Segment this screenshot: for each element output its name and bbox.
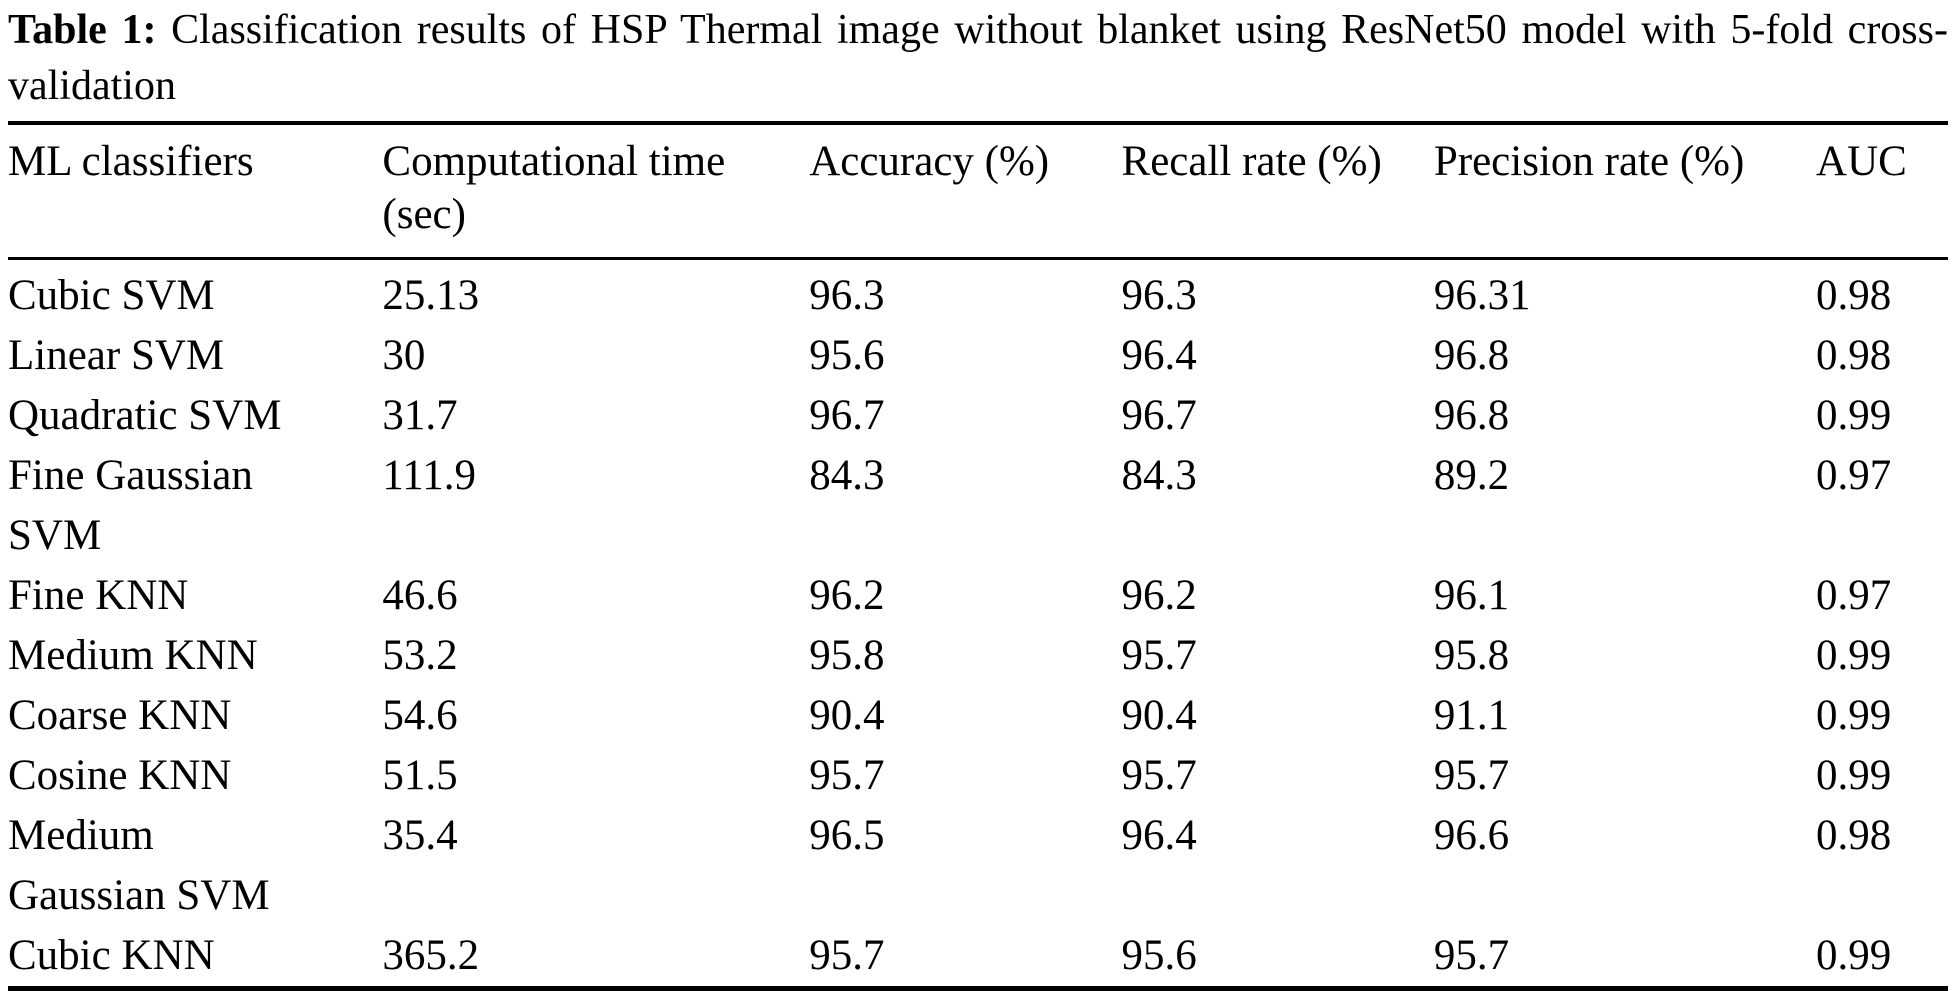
cell-classifier: Quadratic SVM (8, 392, 282, 439)
caption-label: Table 1: (8, 7, 157, 53)
cell-recall: 96.7 (1121, 392, 1197, 439)
cell-accuracy: 84.3 (809, 452, 885, 499)
column-header-ml-classifiers: ML classifiers (8, 123, 383, 260)
table-row: Cubic SVM 25.13 96.3 96.3 96.31 0.98 (8, 259, 1948, 327)
table-row: Quadratic SVM 31.7 96.7 96.7 96.8 0.99 (8, 386, 1948, 446)
table-row: Fine Gaussian SVM 111.9 84.3 84.3 89.2 0… (8, 446, 1948, 566)
column-header-accuracy: Accuracy (%) (809, 123, 1122, 260)
cell-computational-time: 46.6 (382, 572, 458, 619)
cell-auc: 0.98 (1816, 332, 1892, 379)
table-row: Linear SVM 30 95.6 96.4 96.8 0.98 (8, 326, 1948, 386)
caption-text: Classification results of HSP Thermal im… (8, 7, 1948, 109)
cell-auc: 0.99 (1816, 692, 1892, 739)
cell-classifier: Fine KNN (8, 572, 189, 619)
cell-precision: 96.1 (1433, 572, 1510, 619)
cell-classifier: Cosine KNN (8, 752, 232, 799)
cell-precision: 96.6 (1433, 812, 1510, 859)
cell-precision: 96.8 (1433, 392, 1510, 439)
table-row: Cubic KNN 365.2 95.7 95.6 95.7 0.99 (8, 926, 1948, 989)
cell-accuracy: 90.4 (809, 692, 885, 739)
cell-auc: 0.98 (1816, 272, 1892, 319)
cell-classifier: Coarse KNN (8, 692, 232, 739)
cell-computational-time: 35.4 (382, 812, 458, 859)
cell-accuracy: 95.8 (809, 632, 885, 679)
cell-computational-time: 51.5 (382, 752, 458, 799)
table-row: Cosine KNN 51.5 95.7 95.7 95.7 0.99 (8, 746, 1948, 806)
column-header-recall-rate: Recall rate (%) (1121, 123, 1434, 260)
cell-recall: 96.4 (1121, 332, 1197, 379)
cell-recall: 95.7 (1121, 752, 1197, 799)
cell-auc: 0.99 (1816, 392, 1892, 439)
cell-recall: 96.2 (1121, 572, 1197, 619)
table-row: Coarse KNN 54.6 90.4 90.4 91.1 0.99 (8, 686, 1948, 746)
column-header-auc: AUC (1816, 123, 1948, 260)
cell-accuracy: 96.2 (809, 572, 885, 619)
table-row: Medium Gaussian SVM 35.4 96.5 96.4 96.6 … (8, 806, 1948, 926)
cell-computational-time: 25.13 (382, 272, 480, 319)
table-row: Fine KNN 46.6 96.2 96.2 96.1 0.97 (8, 566, 1948, 626)
cell-precision: 89.2 (1433, 452, 1510, 499)
cell-accuracy: 96.5 (809, 812, 885, 859)
cell-auc: 0.99 (1816, 632, 1892, 679)
cell-recall: 96.4 (1121, 812, 1197, 859)
cell-auc: 0.99 (1816, 932, 1892, 979)
cell-accuracy: 95.7 (809, 752, 885, 799)
table-row: Medium KNN 53.2 95.8 95.7 95.8 0.99 (8, 626, 1948, 686)
cell-recall: 84.3 (1121, 452, 1197, 499)
cell-computational-time: 365.2 (382, 932, 480, 979)
cell-recall: 96.3 (1121, 272, 1197, 319)
cell-classifier: Medium Gaussian SVM (8, 812, 270, 919)
cell-accuracy: 95.6 (809, 332, 885, 379)
cell-computational-time: 53.2 (382, 632, 458, 679)
cell-auc: 0.97 (1816, 572, 1892, 619)
cell-auc: 0.97 (1816, 452, 1892, 499)
table-caption: Table 1: Classification results of HSP T… (8, 2, 1948, 114)
cell-classifier: Linear SVM (8, 332, 225, 379)
cell-computational-time: 111.9 (382, 452, 476, 499)
column-header-computational-time: Computational time (sec) (382, 123, 810, 260)
cell-precision: 96.8 (1433, 332, 1510, 379)
cell-precision: 96.31 (1433, 272, 1531, 319)
cell-classifier: Fine Gaussian SVM (8, 452, 253, 559)
column-header-precision-rate: Precision rate (%) (1433, 123, 1817, 260)
cell-accuracy: 95.7 (809, 932, 885, 979)
cell-classifier: Cubic SVM (8, 272, 215, 319)
cell-precision: 95.7 (1433, 932, 1510, 979)
cell-recall: 90.4 (1121, 692, 1197, 739)
cell-accuracy: 96.7 (809, 392, 885, 439)
cell-precision: 95.8 (1433, 632, 1510, 679)
cell-computational-time: 54.6 (382, 692, 458, 739)
header-row: ML classifiers Computational time (sec) … (8, 123, 1948, 260)
cell-auc: 0.98 (1816, 812, 1892, 859)
cell-precision: 91.1 (1433, 692, 1510, 739)
cell-computational-time: 30 (382, 332, 426, 379)
cell-recall: 95.7 (1121, 632, 1197, 679)
cell-accuracy: 96.3 (809, 272, 885, 319)
cell-auc: 0.99 (1816, 752, 1892, 799)
cell-classifier: Medium KNN (8, 632, 258, 679)
cell-recall: 95.6 (1121, 932, 1197, 979)
results-table: ML classifiers Computational time (sec) … (8, 121, 1948, 991)
cell-classifier: Cubic KNN (8, 932, 215, 979)
cell-precision: 95.7 (1433, 752, 1510, 799)
cell-computational-time: 31.7 (382, 392, 458, 439)
